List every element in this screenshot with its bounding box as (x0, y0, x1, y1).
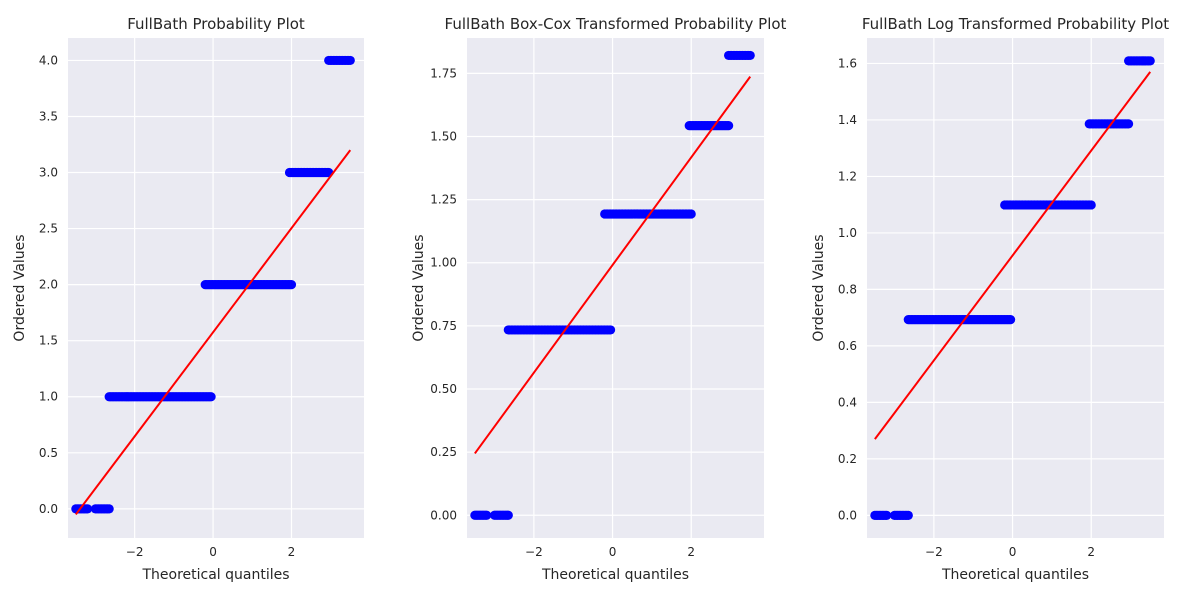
y-tick-label: 0.50 (430, 382, 457, 396)
x-axis-label: Theoretical quantiles (941, 567, 1089, 583)
data-point (605, 325, 616, 335)
data-point (206, 392, 216, 402)
y-tick-label: 0.8 (838, 282, 857, 296)
y-tick-label: 4.0 (39, 53, 58, 67)
y-tick-label: 3.5 (39, 109, 58, 123)
data-point (1145, 56, 1155, 66)
data-point (286, 280, 297, 290)
x-tick-label: −2 (525, 545, 543, 559)
x-tick-label: 2 (288, 545, 296, 559)
y-tick-label: 1.25 (430, 193, 457, 207)
y-tick-label: 0.2 (838, 452, 857, 466)
x-tick-label: 0 (1009, 545, 1017, 559)
data-point (882, 510, 892, 521)
y-tick-label: 1.50 (430, 129, 457, 143)
y-tick-label: 2.5 (39, 222, 58, 236)
fit-line (874, 71, 1152, 440)
y-tick-label: 0.25 (430, 445, 457, 459)
data-point (1086, 200, 1096, 210)
y-tick-label: 0.5 (39, 446, 58, 460)
x-tick-label: −2 (126, 545, 144, 559)
y-tick-label: 1.00 (430, 256, 457, 270)
x-tick-label: 0 (209, 545, 217, 559)
x-tick-label: 2 (1087, 545, 1095, 559)
data-point (686, 209, 696, 219)
data-point (903, 510, 913, 521)
y-tick-label: 3.0 (39, 166, 58, 180)
x-tick-label: 0 (609, 545, 617, 559)
data-point (1005, 315, 1016, 325)
plot-area (467, 38, 764, 538)
probability-plot-panel-3: 0.0 0.2 0.4 0.6 0.8 1.0 1.2 1.4 1.6 −2 0 2 FullBath … (811, 15, 1169, 583)
y-tick-label: 0.6 (838, 339, 857, 353)
x-tick-label: −2 (925, 545, 943, 559)
y-axis-label: Ordered Values (811, 234, 827, 341)
y-tick-label: 0.0 (39, 502, 58, 516)
y-tick-label: 0.00 (430, 508, 457, 522)
data-point (345, 55, 355, 66)
probability-plot-panel-1: 0.0 0.5 1.0 1.5 2.0 2.5 3.0 3.5 4.0 −2 0 2 FullBath … (12, 15, 364, 583)
y-tick-label: 1.75 (430, 66, 457, 80)
y-tick-label: 1.6 (838, 56, 857, 70)
chart-title: FullBath Box-Cox Transformed Probability… (445, 15, 787, 33)
data-point (723, 121, 734, 131)
y-tick-label: 2.0 (39, 278, 58, 292)
x-axis-label: Theoretical quantiles (141, 567, 289, 583)
y-tick-label: 1.0 (838, 226, 857, 240)
chart-title: FullBath Log Transformed Probability Plo… (862, 15, 1169, 33)
data-point (482, 510, 492, 520)
y-tick-label: 0.0 (838, 508, 857, 522)
y-tick-label: 1.2 (838, 169, 857, 183)
y-tick-label: 1.0 (39, 390, 58, 404)
chart-title: FullBath Probability Plot (127, 15, 305, 33)
data-point (104, 504, 114, 514)
x-tick-label: 2 (687, 545, 695, 559)
y-tick-label: 1.4 (838, 113, 857, 127)
data-point (83, 504, 93, 514)
y-tick-label: 1.5 (39, 334, 58, 348)
y-axis-label: Ordered Values (411, 234, 427, 341)
fit-line (75, 149, 352, 516)
y-axis-label: Ordered Values (12, 234, 28, 341)
data-point (1123, 119, 1134, 129)
probability-plot-panel-2: 0.00 0.25 0.50 0.75 1.00 1.25 1.50 1.75 −2 0 2 Full… (411, 15, 787, 583)
x-axis-label: Theoretical quantiles (541, 567, 689, 583)
fit-line (474, 76, 752, 454)
y-tick-label: 0.4 (838, 395, 857, 409)
data-point (745, 50, 755, 61)
y-tick-label: 0.75 (430, 319, 457, 333)
data-point (503, 510, 513, 520)
